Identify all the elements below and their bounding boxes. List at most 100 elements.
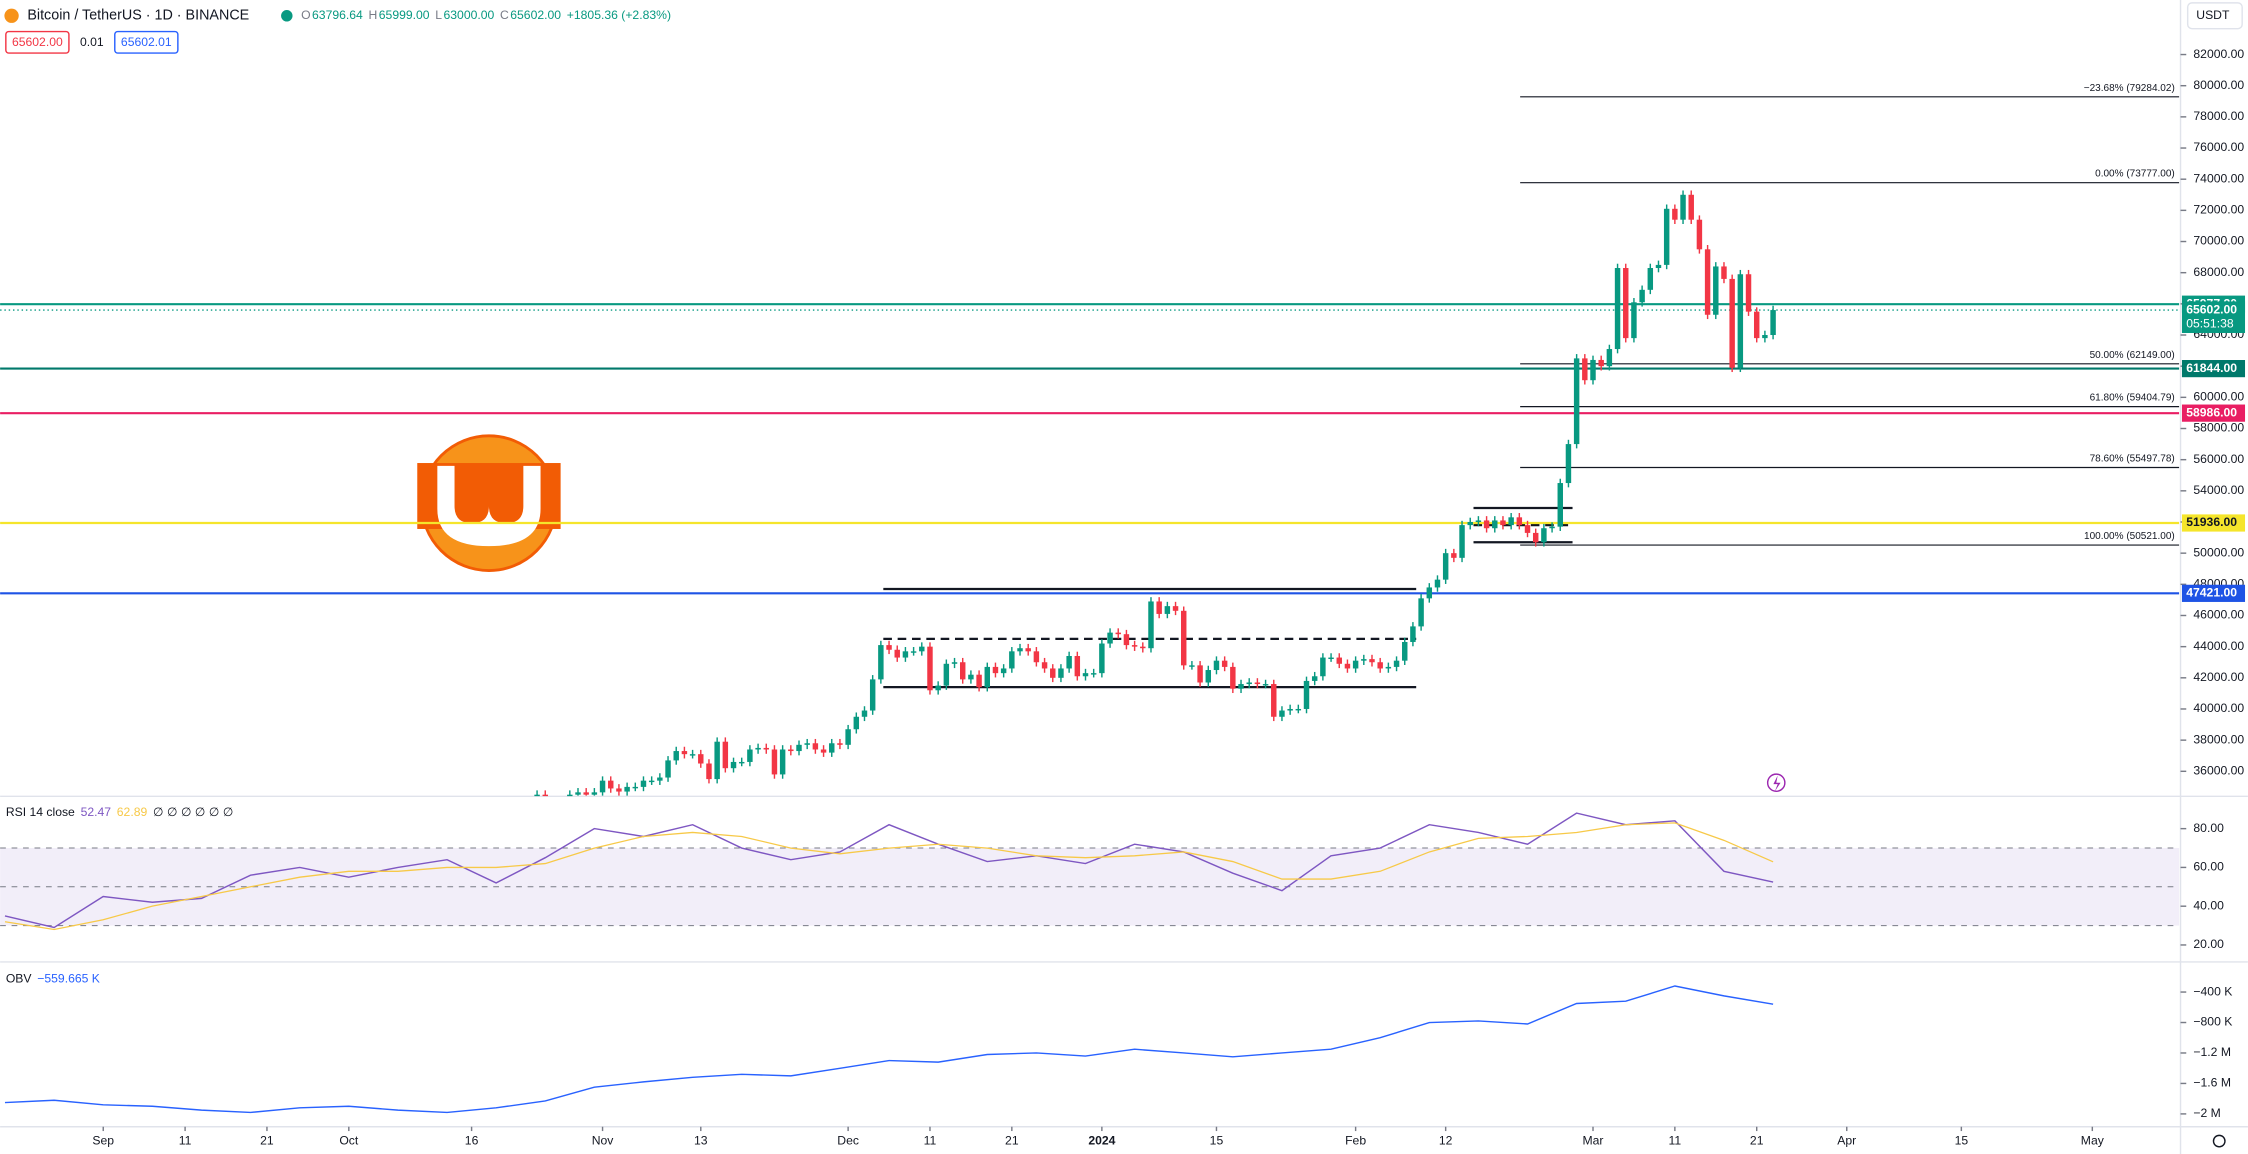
y-tick-label: 68000.00 [2193, 265, 2244, 279]
price-label-box [2181, 584, 2246, 602]
gear[interactable] [2212, 1134, 2226, 1148]
candle-body [878, 645, 884, 680]
symbol-icon [4, 8, 19, 23]
candle-body [1140, 646, 1146, 649]
lightning-icon[interactable] [1766, 773, 1786, 793]
y-tick-label: 60.00 [2193, 860, 2224, 874]
last-price-box [2181, 301, 2246, 333]
candle-body [845, 729, 851, 745]
candle-body [951, 662, 958, 664]
candle-body [648, 780, 655, 783]
candle-body [1557, 483, 1563, 527]
candle-body [1377, 662, 1383, 669]
candle-body [1623, 268, 1629, 339]
candle-body [1025, 648, 1031, 652]
candle-body [1172, 606, 1179, 611]
candle-body [1647, 268, 1654, 290]
x-tick-label: Feb [1345, 1133, 1366, 1147]
candle-body [1475, 520, 1482, 522]
candle-body [1000, 668, 1007, 674]
y-tick-label: 80.00 [2193, 821, 2224, 835]
candle-body [804, 743, 810, 745]
candle-body [1197, 665, 1203, 683]
candle-body [624, 786, 630, 792]
candle-body [943, 663, 950, 686]
candle-body [583, 792, 589, 795]
x-tick-label: Mar [1583, 1133, 1604, 1147]
y-tick-label: 20.00 [2193, 937, 2224, 951]
symbol-title[interactable]: Bitcoin / TetherUS · 1D · BINANCE [27, 8, 249, 24]
candle-body [1442, 553, 1449, 580]
settings-icon[interactable] [2212, 1134, 2226, 1148]
y-tick-label: −800 K [2193, 1015, 2232, 1029]
candle-body [1107, 632, 1113, 644]
y-tick-label: 70000.00 [2193, 234, 2244, 248]
candle-body [1434, 579, 1441, 588]
spread: 0.01 [80, 35, 104, 49]
candle-body [1189, 665, 1195, 667]
candle-body [1762, 335, 1768, 339]
y-tick-label: 40.00 [2193, 898, 2224, 912]
candle-body [1115, 632, 1121, 635]
bid[interactable]: 65602.00 [12, 35, 63, 49]
y-tick-label: 38000.00 [2193, 732, 2244, 746]
y-tick-label: 72000.00 [2193, 203, 2244, 217]
candle-body [1279, 710, 1285, 717]
ohlc-key: O [301, 8, 310, 22]
candle-body [1753, 311, 1760, 339]
currency-select[interactable] [2186, 2, 2243, 30]
candle-body [1254, 682, 1261, 685]
candle-body [1614, 268, 1621, 350]
candle-body [1033, 651, 1040, 663]
x-tick-label: Nov [592, 1133, 615, 1147]
candle-body [837, 743, 843, 745]
candle-body [1590, 359, 1596, 381]
candle-body [1361, 659, 1367, 661]
candle-body [1352, 660, 1359, 669]
alert-bolt[interactable] [1773, 775, 1781, 792]
change: +1805.36 (+2.83%) [567, 8, 671, 22]
indicator-value: 62.89 [117, 805, 148, 819]
x-tick-label: Dec [837, 1133, 859, 1147]
bid-box[interactable] [5, 30, 70, 54]
candle-body [1238, 684, 1244, 689]
candle-body [1017, 648, 1023, 652]
candle-body [1704, 249, 1711, 315]
last-price-label: 65602.00 [2186, 302, 2237, 316]
y-tick-label: 50000.00 [2193, 545, 2244, 559]
candle-body [1213, 660, 1220, 671]
candle-body [1058, 668, 1064, 678]
candle-body [1508, 517, 1514, 526]
logo-mark [437, 465, 541, 547]
candle-body [919, 646, 925, 652]
x-tick-label: 21 [260, 1133, 274, 1147]
candle-body [1385, 666, 1392, 669]
candle-body [714, 741, 720, 780]
candle-body [788, 749, 794, 752]
candle-body [976, 674, 982, 688]
candle-body [1451, 553, 1457, 558]
ask-box[interactable] [114, 30, 179, 54]
candle-body [935, 685, 941, 691]
y-tick-label: 46000.00 [2193, 608, 2244, 622]
y-tick-label: 76000.00 [2193, 140, 2244, 154]
indicator-title: OBV [6, 971, 33, 985]
candle-body [1565, 444, 1572, 484]
price-label: 51936.00 [2186, 515, 2237, 529]
candle-body [1295, 708, 1302, 711]
candle-body [1393, 660, 1400, 667]
candle-body [657, 777, 663, 781]
alert-circle[interactable] [1766, 773, 1786, 793]
candle-body [640, 780, 647, 787]
candle-body [1500, 520, 1506, 526]
candle-body [1655, 264, 1662, 269]
candle-body [1737, 274, 1744, 368]
ask[interactable]: 65602.01 [121, 35, 172, 49]
currency[interactable]: USDT [2196, 8, 2230, 22]
candle-body [992, 666, 999, 674]
y-tick-label: 40000.00 [2193, 701, 2244, 715]
bitcoin-logo [417, 434, 561, 572]
candle-body [698, 754, 704, 764]
candle-body [1221, 660, 1228, 667]
